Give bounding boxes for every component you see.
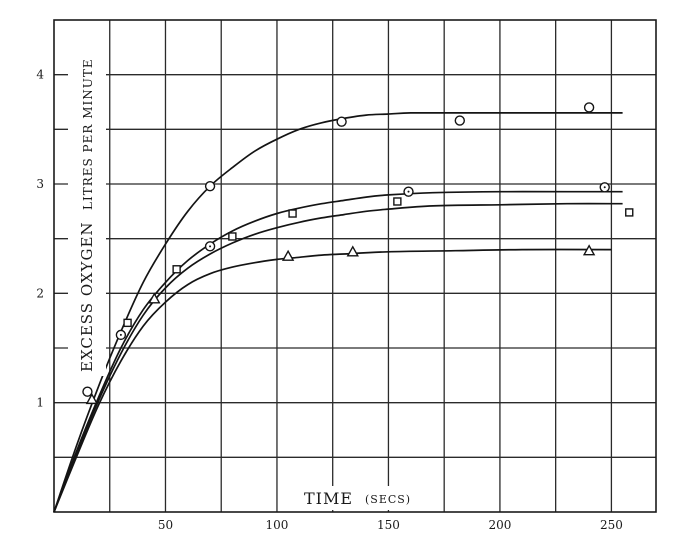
data-point-circle-dot: [403, 186, 414, 197]
x-axis-label: TIME: [304, 489, 353, 508]
data-point-circle: [204, 180, 216, 192]
x-axis-label-background: [298, 486, 413, 510]
data-point-circle-dot: [115, 329, 127, 341]
data-point-dot: [209, 245, 212, 248]
y-axis-label-group: EXCESS OXYGEN LITRES PER MINUTE: [78, 58, 96, 372]
data-point-dot: [603, 186, 606, 189]
y-tick-label: 2: [36, 286, 44, 300]
data-point-triangle: [582, 244, 596, 256]
x-tick-label: 50: [158, 518, 173, 532]
data-point-triangle: [85, 392, 99, 405]
y-tick-label: 3: [36, 177, 44, 191]
data-point-circle-dot: [204, 241, 216, 252]
series-line-2: [53, 190, 623, 513]
x-tick-label: 250: [600, 518, 623, 532]
tick-labels: 50 100 150 200 250 1 2 3 4: [36, 68, 623, 532]
y-tick-label: 1: [36, 396, 44, 410]
data-point-circle-dot: [599, 182, 610, 193]
x-tick-label: 100: [266, 518, 289, 532]
data-point-circle: [583, 102, 595, 113]
x-tick-label: 150: [377, 518, 400, 532]
data-point-circle: [336, 116, 347, 127]
x-tick-label: 200: [488, 518, 511, 532]
data-point-triangle: [346, 245, 359, 257]
data-point-dot: [407, 190, 410, 193]
series-line-1: [53, 112, 623, 513]
data-point-circle: [82, 386, 93, 397]
data-point-triangle: [148, 292, 161, 304]
data-point-square: [228, 232, 237, 241]
plot-frame: [53, 19, 657, 513]
grid-lines: [54, 20, 656, 512]
data-point-square: [288, 209, 297, 218]
data-points: [82, 102, 634, 405]
series-line-4: [53, 248, 612, 513]
series-line-3: [53, 202, 623, 513]
data-point-square: [625, 208, 634, 217]
y-tick-label: 4: [36, 68, 44, 82]
y-axis-label-background: [68, 44, 106, 376]
data-point-dot: [119, 333, 122, 336]
y-axis-sublabel: LITRES PER MINUTE: [81, 58, 95, 210]
data-point-square: [393, 197, 402, 206]
fitted-curves: [53, 112, 623, 513]
data-point-square: [123, 318, 132, 328]
y-axis-label: EXCESS OXYGEN: [78, 221, 96, 372]
x-axis-unit: (SECS): [365, 493, 411, 506]
data-point-square: [172, 265, 181, 274]
data-point-circle: [454, 115, 465, 126]
data-point-triangle: [281, 249, 295, 261]
